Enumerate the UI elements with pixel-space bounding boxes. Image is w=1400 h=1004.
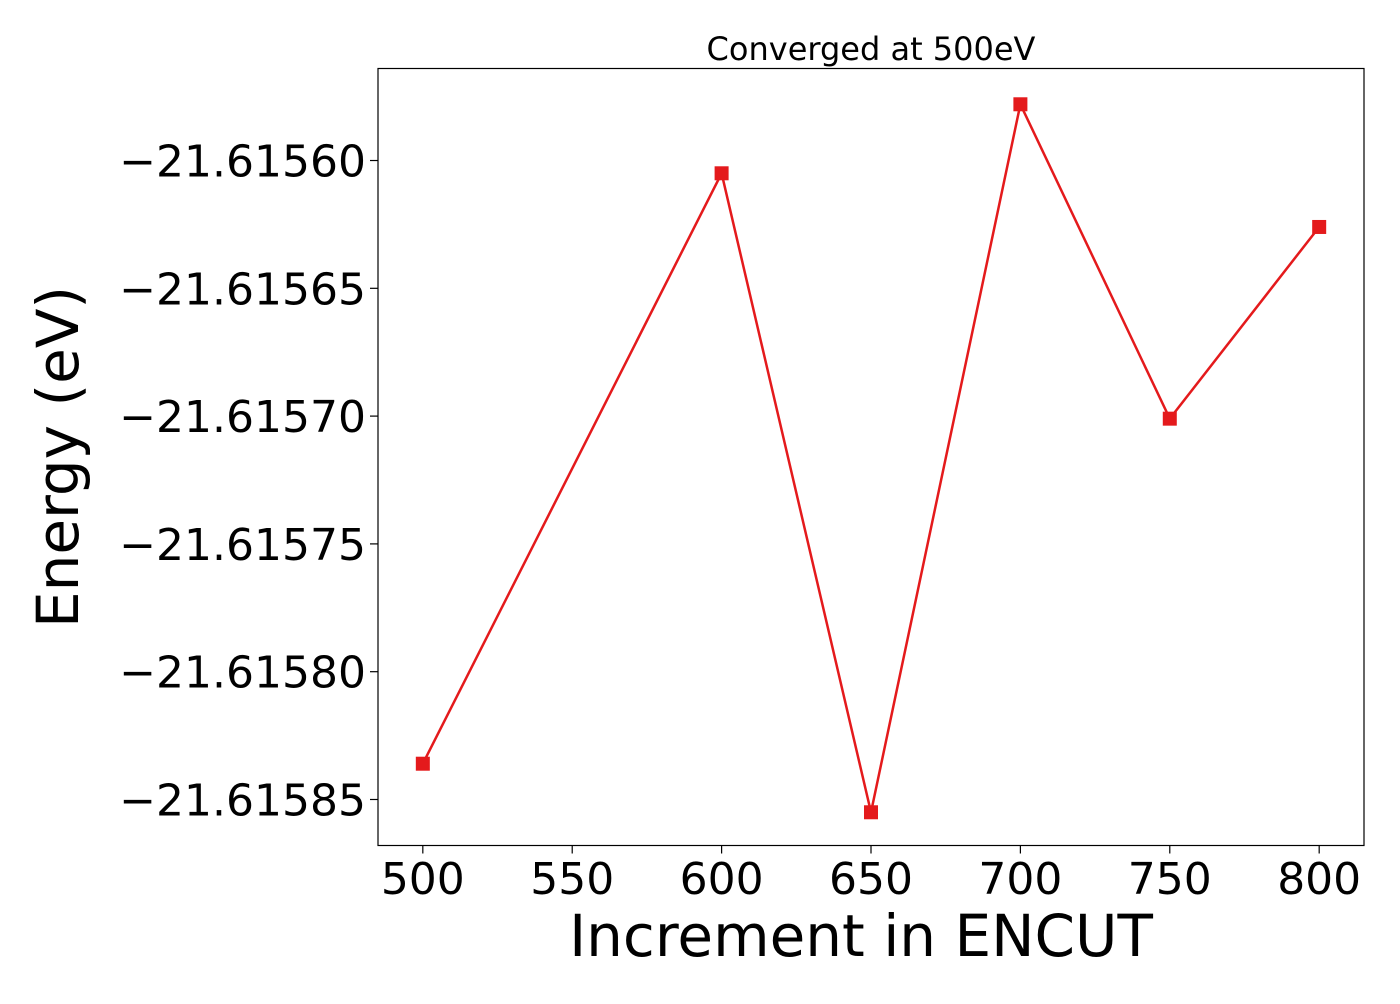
data-point-marker (1162, 411, 1177, 426)
plot-frame (377, 67, 1365, 847)
data-point-marker (864, 805, 878, 820)
x-tick-label: 800 (1277, 854, 1361, 905)
y-tick-label: −21.61580 (119, 648, 366, 699)
chart-title: Converged at 500eV (707, 30, 1036, 68)
y-tick-label: −21.61565 (119, 264, 366, 315)
x-tick-label: 750 (1128, 854, 1212, 905)
x-tick-label: 550 (530, 854, 614, 905)
x-tick-label: 700 (978, 854, 1062, 905)
series-line (421, 100, 1321, 813)
series-group (415, 97, 1327, 820)
x-tick-label: 600 (680, 854, 764, 905)
y-axis-title: Energy (eV) (24, 286, 92, 628)
y-tick-label: −21.61585 (119, 775, 366, 826)
y-tick-label: −21.61570 (119, 392, 366, 443)
data-point-marker (1312, 219, 1327, 234)
data-point-marker (415, 756, 430, 771)
x-tick-label: 650 (829, 854, 913, 905)
y-tick-label: −21.61560 (119, 137, 366, 188)
data-point-marker (1013, 97, 1028, 112)
x-tick-label: 500 (381, 854, 465, 905)
x-axis-title: Increment in ENCUT (569, 902, 1153, 970)
y-tick-label: −21.61575 (119, 520, 366, 571)
y-axis-ticks: −21.61560 −21.61565 −21.61570 −21.61575 −21.… (119, 137, 378, 826)
x-axis-ticks: 500 550 600 650 700 750 800 (381, 845, 1361, 905)
data-point-marker (714, 166, 729, 181)
